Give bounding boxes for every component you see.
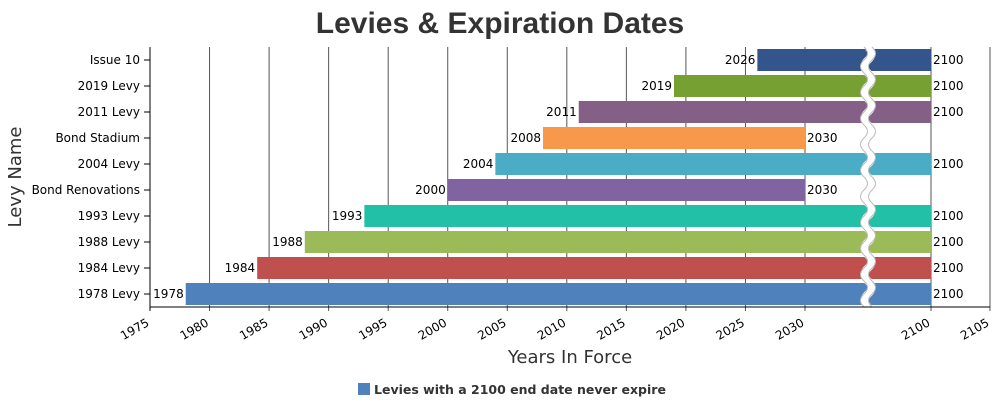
start-label-bond-stadium: 2008 xyxy=(510,131,541,145)
end-label-1978-levy: 2100 xyxy=(933,287,964,301)
legend[interactable]: Levies with a 2100 end date never expire xyxy=(358,382,666,397)
end-label-2019-levy: 2100 xyxy=(933,79,964,93)
x-tick-label-2020: 2020 xyxy=(654,315,687,342)
y-category-label-2011-levy: 2011 Levy xyxy=(78,105,140,119)
start-label-1993-levy: 1993 xyxy=(332,209,363,223)
end-label-1993-levy: 2100 xyxy=(933,209,964,223)
end-label-1988-levy: 2100 xyxy=(933,235,964,249)
y-axis-title: Levy Name xyxy=(5,127,26,228)
x-tick-label-1995: 1995 xyxy=(356,315,389,342)
y-category-label-2004-levy: 2004 Levy xyxy=(78,157,140,171)
end-label-bond-stadium: 2030 xyxy=(807,131,838,145)
end-label-1984-levy: 2100 xyxy=(933,261,964,275)
x-tick-label-2105: 2105 xyxy=(958,315,991,342)
scale-break-edge-right xyxy=(868,46,876,308)
start-label-bond-renovations: 2000 xyxy=(415,183,446,197)
bar-bond-renovations xyxy=(447,179,805,201)
bars xyxy=(185,49,931,305)
start-label-1978-levy: 1978 xyxy=(153,287,184,301)
x-tick-label-2030: 2030 xyxy=(773,315,806,342)
bar-bond-stadium xyxy=(543,127,805,149)
y-category-label-1984-levy: 1984 Levy xyxy=(78,261,140,275)
legend-swatch xyxy=(358,383,370,395)
x-tick-label-2025: 2025 xyxy=(714,315,747,342)
y-category-label-1988-levy: 1988 Levy xyxy=(78,235,140,249)
bar-1988-levy xyxy=(304,231,931,253)
data-labels: 2026 2100 2019 2100 2011 2100 2008 2030 2004 2100… xyxy=(153,53,963,301)
scale-break-gap xyxy=(860,44,876,310)
bar-issue-10 xyxy=(757,49,931,71)
x-axis-title: Years In Force xyxy=(507,347,632,368)
x-tick-label-1990: 1990 xyxy=(297,315,330,342)
start-label-2011-levy: 2011 xyxy=(546,105,577,119)
y-category-label-bond-renovations: Bond Renovations xyxy=(32,183,140,197)
y-category-label-1978-levy: 1978 Levy xyxy=(78,287,140,301)
y-category-label-2019-levy: 2019 Levy xyxy=(78,79,140,93)
start-label-1984-levy: 1984 xyxy=(225,261,256,275)
bar-2011-levy xyxy=(578,101,931,123)
start-label-issue-10: 2026 xyxy=(725,53,756,67)
y-category-label-issue-10: Issue 10 xyxy=(90,53,140,67)
x-tick-label-2000: 2000 xyxy=(416,315,449,342)
start-label-2019-levy: 2019 xyxy=(641,79,672,93)
x-tick-label-2005: 2005 xyxy=(475,315,508,342)
start-label-1988-levy: 1988 xyxy=(272,235,303,249)
x-tick-label-2100: 2100 xyxy=(899,315,932,342)
x-tick-label-1985: 1985 xyxy=(237,315,270,342)
y-category-label-bond-stadium: Bond Stadium xyxy=(55,131,140,145)
end-label-issue-10: 2100 xyxy=(933,53,964,67)
x-tick-label-1980: 1980 xyxy=(178,315,211,342)
x-tick-label-2015: 2015 xyxy=(594,315,627,342)
end-label-2011-levy: 2100 xyxy=(933,105,964,119)
bar-1993-levy xyxy=(364,205,931,227)
bar-2004-levy xyxy=(495,153,931,175)
y-category-label-1993-levy: 1993 Levy xyxy=(78,209,140,223)
bar-2019-levy xyxy=(674,75,931,97)
end-label-bond-renovations: 2030 xyxy=(807,183,838,197)
bar-1978-levy xyxy=(185,283,931,305)
x-tick-label-2010: 2010 xyxy=(535,315,568,342)
bar-1984-levy xyxy=(257,257,931,279)
scale-break xyxy=(860,44,876,310)
start-label-2004-levy: 2004 xyxy=(463,157,494,171)
end-label-2004-levy: 2100 xyxy=(933,157,964,171)
x-tick-label-1975: 1975 xyxy=(118,315,151,342)
chart-title: Levies & Expiration Dates xyxy=(316,7,684,40)
legend-label: Levies with a 2100 end date never expire xyxy=(374,382,666,397)
scale-break-edge-left xyxy=(860,46,868,308)
